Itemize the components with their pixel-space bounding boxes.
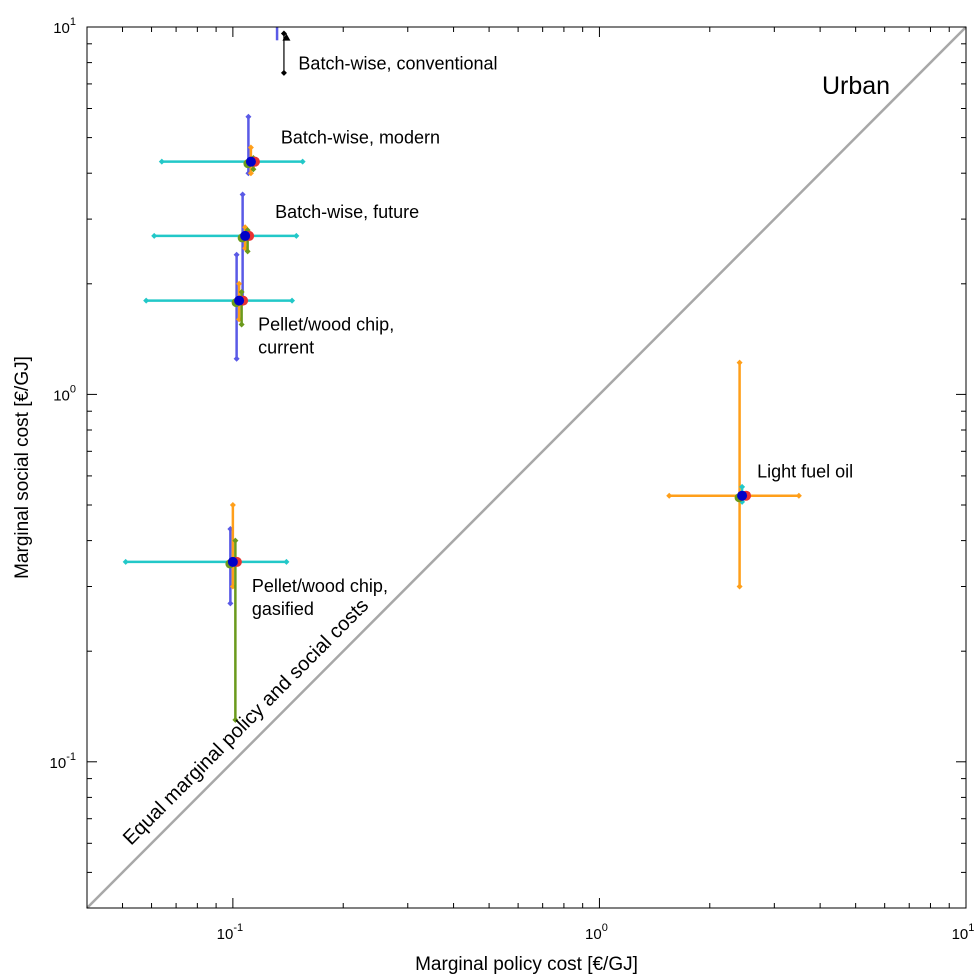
- tick-exponent: 0: [70, 383, 76, 395]
- point-label-line: current: [258, 338, 314, 358]
- tick-exponent: 1: [968, 922, 974, 934]
- data-point: [234, 295, 245, 306]
- point-label: Batch-wise, future: [275, 202, 419, 222]
- labels: Batch-wise, conventional Batch-wise, mode…: [12, 16, 974, 975]
- error-bar-cap: [238, 288, 245, 295]
- y-tick-label: 101: [53, 16, 76, 37]
- ticks: [86, 26, 967, 909]
- error-bar-cap: [299, 158, 306, 165]
- tick-exponent: -1: [66, 751, 76, 763]
- point-label: Light fuel oil: [757, 462, 853, 482]
- tick-base: 10: [217, 926, 234, 943]
- error-bar-cap: [293, 232, 300, 239]
- error-bar: [158, 158, 306, 165]
- tick-base: 10: [50, 755, 67, 772]
- error-bar-cap: [283, 558, 290, 565]
- point-label-line: Pellet/wood chip,: [252, 576, 388, 596]
- error-bar-cap: [736, 359, 743, 366]
- error-bar-cap: [238, 321, 245, 328]
- tick-base: 10: [585, 926, 602, 943]
- point-label: Batch-wise, modern: [281, 128, 440, 148]
- error-bar-cap: [143, 297, 150, 304]
- tick-exponent: 1: [70, 16, 76, 28]
- error-bar-cap: [151, 232, 158, 239]
- error-bar: [280, 30, 287, 76]
- point-label: Batch-wise, conventional: [298, 54, 497, 74]
- error-bar-cap: [666, 492, 673, 499]
- error-bar-cap: [245, 113, 252, 120]
- error-bar-cap: [280, 69, 287, 76]
- x-tick-label: 100: [585, 922, 608, 943]
- tick-base: 10: [952, 926, 969, 943]
- panel-label: Urban: [822, 72, 890, 100]
- point-label-line: gasified: [252, 599, 314, 619]
- error-bar-cap: [739, 483, 746, 490]
- error-bar-cap: [247, 144, 254, 151]
- error-bar-cap: [227, 600, 234, 607]
- error-bar: [143, 297, 296, 304]
- error-bar: [122, 558, 290, 565]
- tick-base: 10: [53, 20, 70, 37]
- error-bar-cap: [232, 716, 239, 723]
- error-bar-cap: [247, 170, 254, 177]
- data-point: [282, 33, 291, 41]
- error-bar-cap: [244, 248, 251, 255]
- tick-exponent: -1: [233, 922, 243, 934]
- tick-exponent: 0: [602, 922, 608, 934]
- data-point: [227, 556, 238, 567]
- plot-area: [86, 26, 967, 909]
- y-tick-label: 100: [53, 383, 76, 404]
- error-bar-cap: [232, 537, 239, 544]
- x-tick-label: 101: [952, 922, 975, 943]
- error-bar-cap: [233, 251, 240, 258]
- y-tick-label: 10-1: [50, 751, 76, 772]
- error-bar: [151, 232, 300, 239]
- x-axis-title: Marginal policy cost [€/GJ]: [415, 954, 638, 975]
- error-bar-cap: [239, 191, 246, 198]
- error-bar: [736, 359, 743, 590]
- axes-frame: [86, 26, 967, 909]
- point-label: Pellet/wood chip, current: [258, 315, 394, 358]
- equality-line: [86, 26, 967, 909]
- error-bar-cap: [289, 297, 296, 304]
- data-point: [240, 230, 251, 241]
- error-bar-cap: [229, 501, 236, 508]
- error-bar: [666, 492, 802, 499]
- diagonal-label: Equal marginal policy and social costs: [119, 595, 373, 850]
- tick-base: 10: [53, 387, 70, 404]
- error-bar-cap: [122, 558, 129, 565]
- error-bar: [232, 537, 239, 723]
- point-label: Pellet/wood chip, gasified: [252, 576, 388, 619]
- error-bar-cap: [280, 30, 287, 37]
- error-bar-cap: [236, 280, 243, 287]
- error-bar-cap: [233, 355, 240, 362]
- data-point: [245, 156, 256, 167]
- error-bar-cap: [736, 583, 743, 590]
- error-bar-cap: [795, 492, 802, 499]
- point-label-line: Pellet/wood chip,: [258, 315, 394, 335]
- y-axis-title: Marginal social cost [€/GJ]: [12, 356, 33, 579]
- error-bar-cap: [250, 166, 257, 173]
- x-tick-label: 10-1: [217, 922, 243, 943]
- data-point: [737, 490, 748, 501]
- error-bar-cap: [158, 158, 165, 165]
